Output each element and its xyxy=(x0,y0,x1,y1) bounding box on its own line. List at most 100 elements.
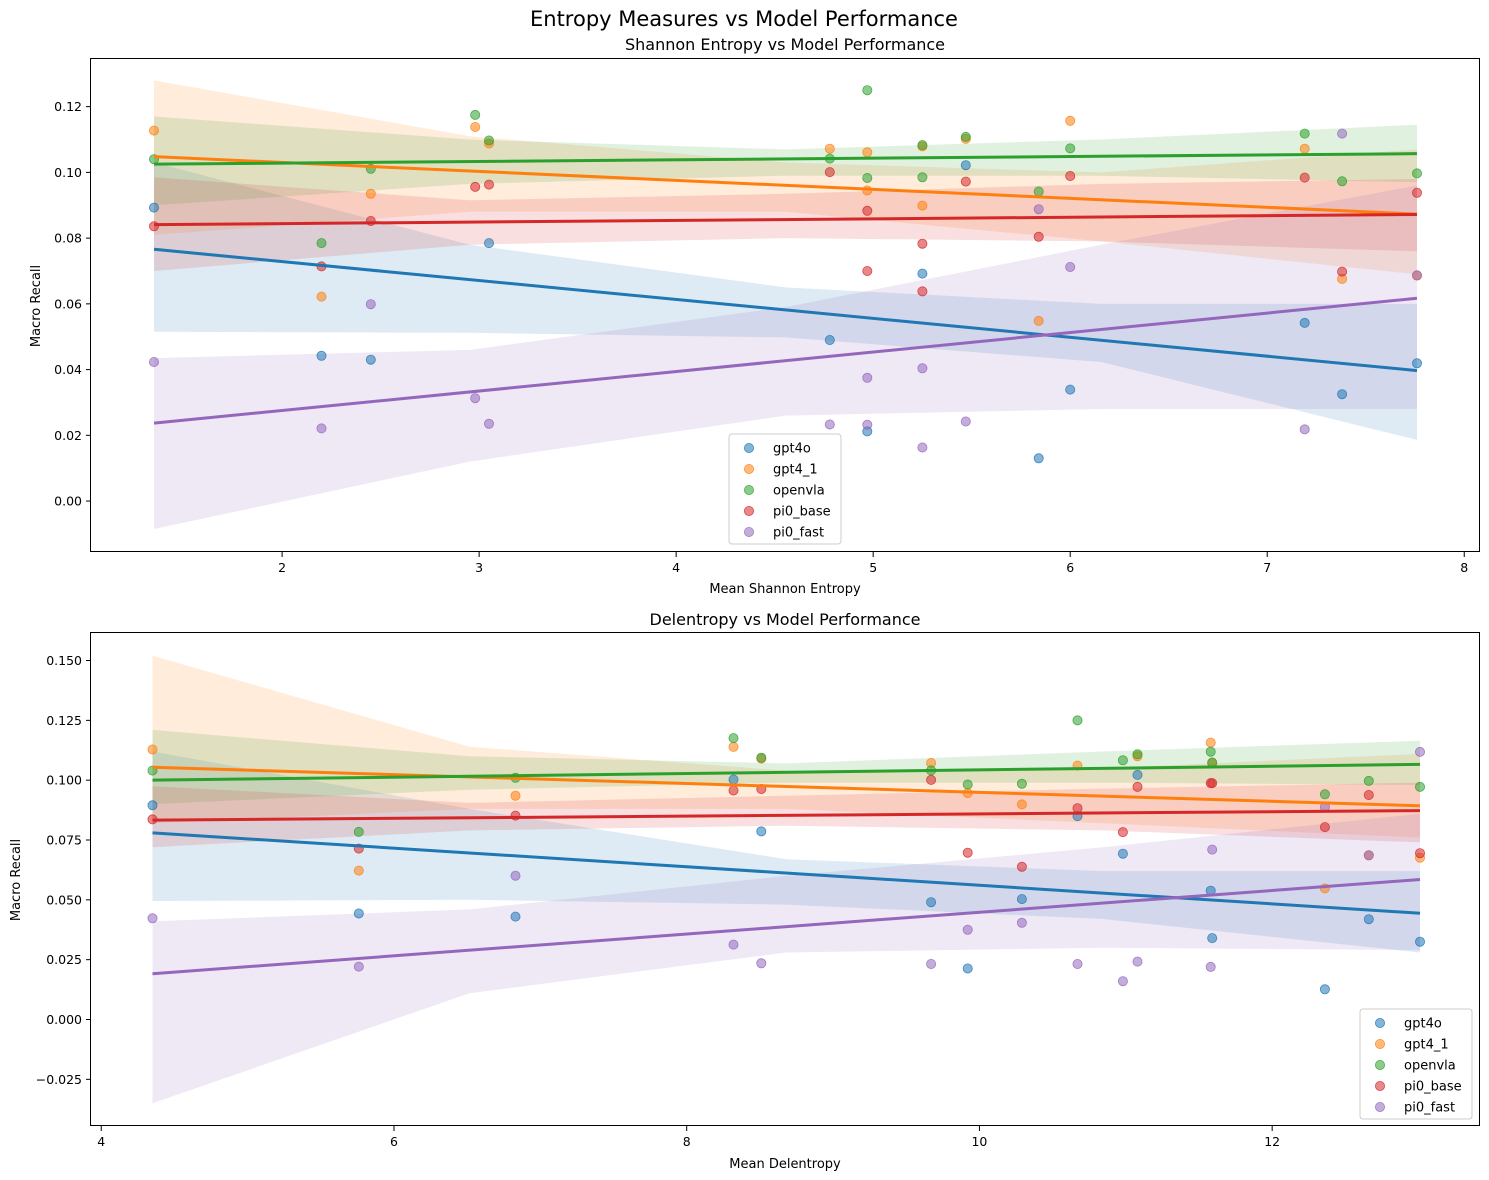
gpt4o-point xyxy=(1033,453,1044,464)
openvla-point xyxy=(960,131,971,142)
gpt4_1-point xyxy=(1205,737,1216,748)
gpt4o-point xyxy=(824,334,835,345)
pi0_base-regression-line xyxy=(152,809,1421,822)
scatter-points xyxy=(147,715,1426,995)
pi0_base-point xyxy=(960,176,971,187)
openvla-point xyxy=(353,826,364,837)
pi0_fast-point xyxy=(862,419,873,430)
pi0_fast-point xyxy=(1132,956,1143,967)
gpt4o-point xyxy=(1065,384,1076,395)
gpt4o-point xyxy=(510,911,521,922)
x-axis-label: Mean Shannon Entropy xyxy=(709,582,861,597)
openvla-point xyxy=(917,140,928,151)
pi0_base-point xyxy=(917,286,928,297)
pi0_base-point xyxy=(1412,187,1423,198)
pi0_base-point xyxy=(1299,172,1310,183)
gpt4_1-point xyxy=(728,741,739,752)
legend-label-pi0_fast: pi0_fast xyxy=(1404,1101,1455,1116)
legend-box xyxy=(1359,1008,1473,1120)
pi0_base-point xyxy=(917,238,928,249)
gpt4_1-point xyxy=(365,188,376,199)
pi0_fast-point xyxy=(962,924,973,935)
legend-label-pi0_base: pi0_base xyxy=(773,505,831,520)
pi0_base-point xyxy=(1065,170,1076,181)
pi0_fast-point xyxy=(728,939,739,950)
pi0_base-point xyxy=(1072,803,1083,814)
gpt4_1-point xyxy=(1065,115,1076,126)
gpt4o-point xyxy=(1132,769,1143,780)
openvla-point xyxy=(1016,778,1027,789)
y-tick-label: 0.00 xyxy=(54,494,82,509)
legend-marker-pi0_base xyxy=(744,505,755,516)
pi0_fast-point xyxy=(365,299,376,310)
pi0_fast-point xyxy=(1363,850,1374,861)
gpt4o-point xyxy=(1117,848,1128,859)
gpt4_1-point xyxy=(917,200,928,211)
y-tick-label: 0.06 xyxy=(54,296,82,311)
gpt4_1-point xyxy=(470,122,481,133)
gpt4_1-regression-line xyxy=(153,155,1418,216)
x-tick-label: 12 xyxy=(1264,1134,1280,1149)
gpt4_1-point xyxy=(862,147,873,158)
gpt4o-point xyxy=(147,800,158,811)
pi0_fast-point xyxy=(1016,917,1027,928)
pi0_base-point xyxy=(483,179,494,190)
regression-lines xyxy=(153,152,1418,425)
y-tick-label: 0.075 xyxy=(46,833,82,848)
gpt4o-point xyxy=(316,350,327,361)
legend-marker-openvla xyxy=(1375,1060,1386,1071)
openvla-point xyxy=(316,238,327,249)
pi0_fast-point xyxy=(926,959,937,970)
legend-label-gpt4_1: gpt4_1 xyxy=(1404,1038,1449,1053)
x-tick-label: 4 xyxy=(672,560,680,575)
pi0_fast-point xyxy=(1065,261,1076,272)
gpt4o-regression-line xyxy=(152,831,1421,915)
pi0_fast-point xyxy=(1415,746,1426,757)
gpt4o-point xyxy=(962,963,973,974)
openvla-point xyxy=(756,752,767,763)
openvla-point xyxy=(917,172,928,183)
x-tick-label: 7 xyxy=(1263,560,1271,575)
gpt4o-point xyxy=(728,774,739,785)
legend-label-pi0_fast: pi0_fast xyxy=(773,526,824,541)
pi0_fast-point xyxy=(353,961,364,972)
gpt4o-point xyxy=(1412,358,1423,369)
y-axis-label: Macro Recall xyxy=(9,839,24,921)
x-axis-label: Mean Delentropy xyxy=(729,1157,841,1172)
confidence-bands xyxy=(152,655,1420,1104)
pi0_base-regression-line xyxy=(154,212,1417,227)
openvla-point xyxy=(1415,781,1426,792)
openvla-point xyxy=(1132,749,1143,760)
gpt4o-confidence-band xyxy=(154,162,1417,440)
pi0_fast-point xyxy=(316,423,327,434)
legend-label-gpt4o: gpt4o xyxy=(1404,1017,1442,1032)
pi0_fast-point xyxy=(148,356,159,367)
gpt4o-point xyxy=(1415,936,1426,947)
openvla-point xyxy=(728,733,739,744)
gpt4o-point xyxy=(1337,389,1348,400)
x-tick-label: 8 xyxy=(1460,560,1468,575)
y-tick-label: 0.000 xyxy=(46,1012,82,1027)
y-tick-label: −0.025 xyxy=(36,1072,82,1087)
plot-frame xyxy=(90,632,1480,1126)
gpt4o-point xyxy=(1016,894,1027,905)
panel-title: Shannon Entropy vs Model Performance xyxy=(625,35,945,54)
pi0_fast-regression-line xyxy=(152,878,1421,976)
pi0_fast-point xyxy=(1072,959,1083,970)
pi0_fast-point xyxy=(824,419,835,430)
pi0_base-point xyxy=(1319,822,1330,833)
plot-frame xyxy=(90,58,1480,552)
pi0_base-point xyxy=(1132,781,1143,792)
openvla-point xyxy=(1033,186,1044,197)
pi0_base-point xyxy=(926,774,937,785)
gpt4o-point xyxy=(926,897,937,908)
pi0_base-point xyxy=(470,181,481,192)
gpt4o-point xyxy=(365,354,376,365)
pi0_base-point xyxy=(962,847,973,858)
y-tick-label: 0.08 xyxy=(54,231,82,246)
openvla-point xyxy=(1072,715,1083,726)
pi0_fast-point xyxy=(1412,270,1423,281)
pi0_fast-point xyxy=(862,372,873,383)
